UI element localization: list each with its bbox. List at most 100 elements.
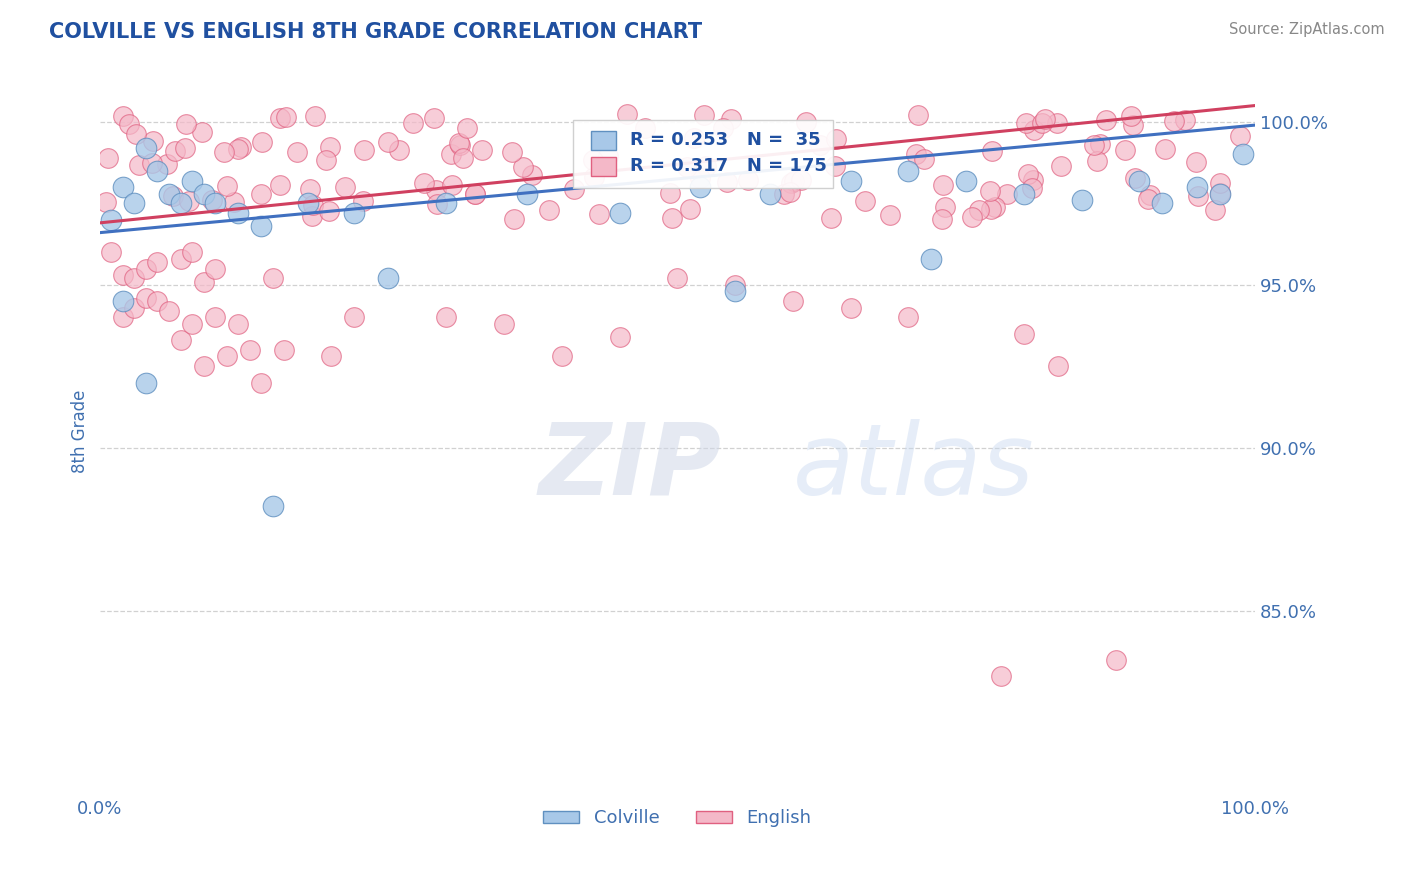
Point	[174, 117, 197, 131]
Point	[215, 178, 238, 193]
Point	[790, 173, 813, 187]
Point	[962, 210, 984, 224]
Point	[995, 186, 1018, 201]
Point	[169, 196, 191, 211]
Point	[1185, 155, 1208, 169]
Point	[659, 186, 682, 201]
Point	[377, 135, 399, 149]
Point	[135, 376, 157, 390]
Point	[162, 188, 184, 202]
Point	[464, 186, 486, 201]
Point	[222, 195, 245, 210]
Point	[820, 211, 842, 225]
Point	[426, 197, 449, 211]
Point	[343, 310, 366, 325]
Point	[1122, 118, 1144, 132]
Y-axis label: 8th Grade: 8th Grade	[72, 390, 89, 473]
Point	[808, 138, 831, 153]
Point	[934, 200, 956, 214]
Point	[449, 138, 471, 153]
Point	[1153, 142, 1175, 156]
Point	[1085, 153, 1108, 168]
Point	[1123, 171, 1146, 186]
Point	[1204, 202, 1226, 217]
Point	[562, 182, 585, 196]
Point	[1209, 186, 1232, 200]
Point	[796, 115, 818, 129]
Point	[758, 186, 780, 201]
Point	[425, 183, 447, 197]
Point	[250, 219, 273, 234]
Point	[302, 198, 325, 212]
Point	[94, 195, 117, 210]
Point	[1128, 173, 1150, 187]
Point	[695, 159, 717, 173]
Point	[512, 160, 534, 174]
Point	[689, 171, 711, 186]
Point	[724, 285, 747, 299]
Point	[634, 121, 657, 136]
Point	[979, 184, 1001, 198]
Point	[100, 245, 122, 260]
Point	[1185, 180, 1208, 194]
Point	[315, 153, 337, 167]
Point	[682, 130, 704, 145]
Point	[250, 376, 273, 390]
Point	[124, 301, 146, 315]
Point	[169, 333, 191, 347]
Point	[588, 207, 610, 221]
Point	[204, 310, 226, 325]
Point	[301, 209, 323, 223]
Point	[853, 194, 876, 208]
Point	[142, 134, 165, 148]
Point	[146, 163, 169, 178]
Point	[824, 159, 846, 173]
Point	[273, 343, 295, 357]
Point	[124, 271, 146, 285]
Point	[839, 173, 862, 187]
Point	[447, 136, 470, 150]
Point	[100, 212, 122, 227]
Point	[434, 310, 457, 325]
Point	[226, 317, 249, 331]
Text: Source: ZipAtlas.com: Source: ZipAtlas.com	[1229, 22, 1385, 37]
Point	[318, 203, 340, 218]
Point	[1119, 109, 1142, 123]
Point	[204, 196, 226, 211]
Point	[1012, 326, 1035, 341]
Point	[1083, 137, 1105, 152]
Point	[1047, 359, 1070, 374]
Point	[879, 208, 901, 222]
Point	[440, 147, 463, 161]
Point	[146, 255, 169, 269]
Point	[252, 135, 274, 149]
Point	[181, 173, 204, 187]
Point	[1139, 188, 1161, 202]
Point	[304, 109, 326, 123]
Point	[191, 125, 214, 139]
Point	[181, 317, 204, 331]
Point	[1232, 147, 1254, 161]
Point	[239, 343, 262, 357]
Point	[783, 173, 806, 187]
Point	[689, 180, 711, 194]
Point	[522, 168, 544, 182]
Point	[434, 196, 457, 211]
Point	[319, 350, 342, 364]
Point	[1022, 123, 1045, 137]
Point	[1050, 159, 1073, 173]
Point	[737, 173, 759, 187]
Point	[269, 178, 291, 192]
Point	[931, 211, 953, 226]
Point	[679, 202, 702, 217]
Point	[984, 201, 1007, 215]
Point	[825, 132, 848, 146]
Text: R = 0.253   N =  35: R = 0.253 N = 35	[630, 131, 821, 149]
Point	[249, 186, 271, 201]
Point	[955, 173, 977, 187]
Point	[1021, 181, 1043, 195]
Point	[169, 252, 191, 266]
Point	[413, 176, 436, 190]
Point	[274, 110, 297, 124]
Point	[773, 187, 796, 202]
